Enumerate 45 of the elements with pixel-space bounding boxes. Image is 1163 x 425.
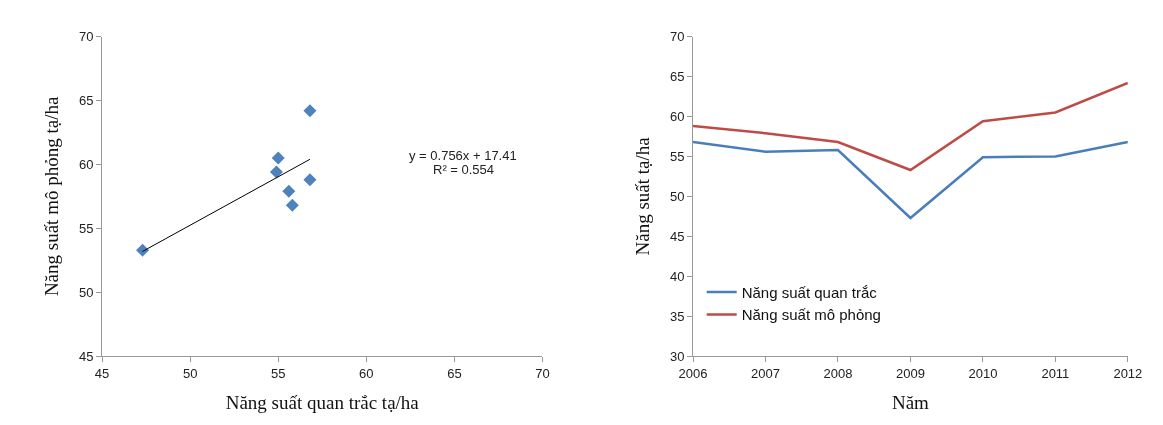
y-tick-label: 50 <box>78 284 94 300</box>
y-tick-label: 45 <box>669 228 685 244</box>
legend-label: Năng suất quan trắc <box>741 283 878 301</box>
x-tick-label: 55 <box>270 365 286 381</box>
x-tick-label: 60 <box>359 365 374 381</box>
y-tick-label: 60 <box>78 156 94 172</box>
point <box>136 243 150 257</box>
x-tick-label: 2010 <box>968 365 998 381</box>
x-tick-label: 2009 <box>895 365 925 381</box>
x-tick-label: 2006 <box>678 365 708 381</box>
y-axis-title: Năng suất tạ/ha <box>631 136 653 256</box>
x-tick-label: 45 <box>94 365 110 381</box>
y-tick-label: 70 <box>78 29 94 45</box>
y-tick-label: 35 <box>669 308 685 324</box>
x-axis-title: Năm <box>891 391 930 413</box>
y-axis-title: Năng suất mô phỏng tạ/ha <box>40 96 62 297</box>
x-axis-title: Năng suất quan trắc tạ/ha <box>225 391 420 413</box>
y-tick-label: 40 <box>669 268 685 284</box>
y-tick-label: 45 <box>78 348 94 364</box>
point <box>303 173 317 187</box>
point <box>282 184 296 198</box>
point <box>303 104 317 118</box>
annotation: R² = 0.554 <box>433 162 495 177</box>
y-tick-label: 60 <box>669 109 685 124</box>
annotation: y = 0.756x + 17.41 <box>409 148 517 163</box>
y-tick-label: 30 <box>669 348 685 364</box>
x-tick-label: 2007 <box>751 365 780 381</box>
x-tick-label: 65 <box>447 365 462 381</box>
y-tick-label: 55 <box>78 220 94 236</box>
line-series <box>693 140 1128 220</box>
point <box>285 198 299 212</box>
y-tick-label: 50 <box>669 188 685 204</box>
x-tick-label: 70 <box>535 365 550 381</box>
x-tick-label: 50 <box>182 365 198 381</box>
x-tick-label: 2012 <box>1113 365 1143 381</box>
line-series <box>693 81 1128 172</box>
x-tick-label: 2011 <box>1041 365 1070 381</box>
y-tick-label: 65 <box>78 93 94 109</box>
legend-label: Năng suất mô phỏng <box>741 306 881 324</box>
point <box>269 165 283 179</box>
y-tick-label: 70 <box>669 29 685 45</box>
y-tick-label: 55 <box>669 148 685 164</box>
x-tick-label: 2008 <box>823 365 853 381</box>
point <box>271 151 285 165</box>
y-tick-label: 65 <box>669 69 685 85</box>
